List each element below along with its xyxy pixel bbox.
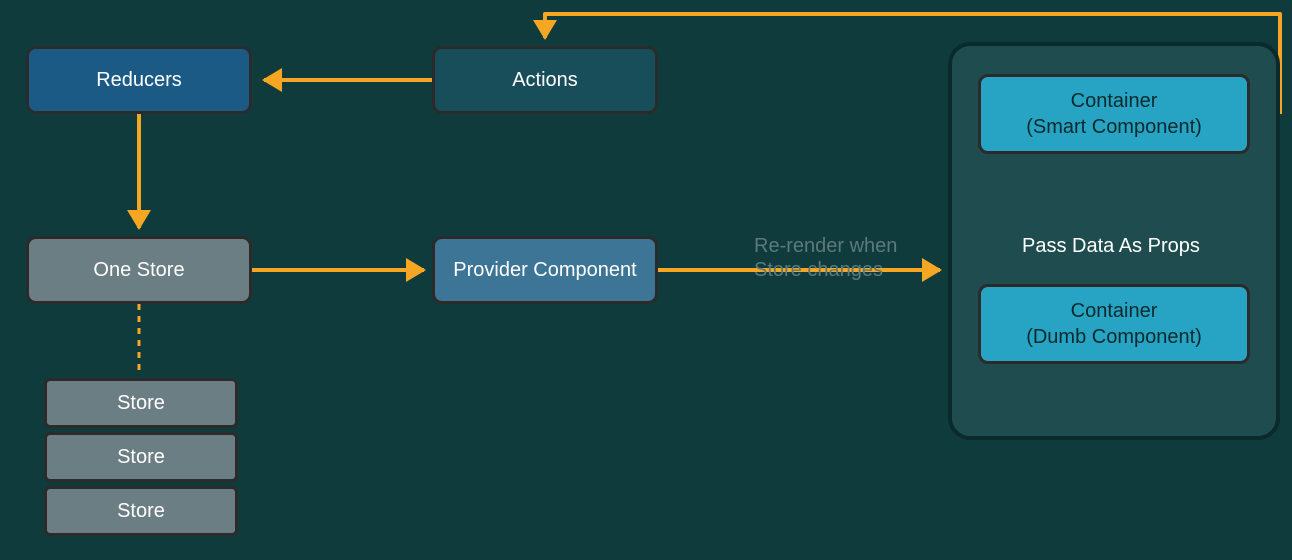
store-stack-row: Store — [44, 378, 238, 428]
store-stack-row-label: Store — [117, 500, 165, 523]
store-stack: Store Store Store — [44, 378, 238, 536]
node-container-dumb-label: Container (Dumb Component) — [1026, 298, 1202, 350]
label-pass-data-text: Pass Data As Props — [1022, 235, 1200, 257]
store-stack-row-label: Store — [117, 392, 165, 415]
label-rerender-text: Re-render when Store changes — [754, 235, 897, 281]
label-pass-data-as-props: Pass Data As Props — [1022, 210, 1200, 258]
store-stack-row: Store — [44, 486, 238, 536]
node-one-store: One Store — [26, 236, 252, 304]
node-provider-component: Provider Component — [432, 236, 658, 304]
node-reducers: Reducers — [26, 46, 252, 114]
store-stack-row: Store — [44, 432, 238, 482]
diagram-canvas: Reducers Actions One Store Provider Comp… — [0, 0, 1292, 560]
node-container-smart: Container (Smart Component) — [978, 74, 1250, 154]
node-actions-label: Actions — [512, 67, 578, 93]
node-provider-label: Provider Component — [453, 257, 636, 283]
node-one-store-label: One Store — [93, 257, 184, 283]
node-reducers-label: Reducers — [96, 67, 182, 93]
store-stack-row-label: Store — [117, 446, 165, 469]
node-actions: Actions — [432, 46, 658, 114]
node-container-smart-label: Container (Smart Component) — [1026, 88, 1202, 140]
node-container-dumb: Container (Dumb Component) — [978, 284, 1250, 364]
label-rerender-when-store-changes: Re-render when Store changes — [754, 210, 897, 282]
